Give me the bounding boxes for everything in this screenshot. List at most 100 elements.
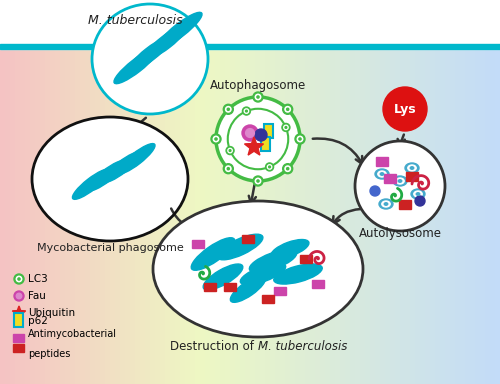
Circle shape <box>370 186 380 196</box>
Circle shape <box>229 150 231 151</box>
Circle shape <box>215 138 217 140</box>
Circle shape <box>256 94 261 100</box>
Text: M. tuberculosis: M. tuberculosis <box>88 13 182 26</box>
Ellipse shape <box>203 264 243 290</box>
Ellipse shape <box>103 152 141 182</box>
Circle shape <box>226 166 231 171</box>
Ellipse shape <box>382 201 390 207</box>
Circle shape <box>415 196 425 206</box>
Bar <box>406 172 418 180</box>
Circle shape <box>14 274 24 284</box>
Circle shape <box>285 106 290 112</box>
Ellipse shape <box>405 163 419 173</box>
Circle shape <box>224 104 234 114</box>
Circle shape <box>383 87 427 131</box>
Ellipse shape <box>92 4 208 114</box>
Circle shape <box>284 125 288 130</box>
Circle shape <box>246 110 248 112</box>
Bar <box>300 255 312 263</box>
Circle shape <box>228 148 232 153</box>
Circle shape <box>282 123 290 131</box>
Circle shape <box>286 108 289 111</box>
Ellipse shape <box>274 264 322 284</box>
FancyBboxPatch shape <box>264 124 272 138</box>
Bar <box>262 295 274 303</box>
Circle shape <box>256 178 261 184</box>
Ellipse shape <box>414 191 422 197</box>
Circle shape <box>211 134 221 144</box>
Circle shape <box>216 97 300 181</box>
Text: Autolysosome: Autolysosome <box>358 227 442 240</box>
Circle shape <box>253 176 263 186</box>
Ellipse shape <box>384 203 388 205</box>
Text: Autophagosome: Autophagosome <box>210 79 306 92</box>
Circle shape <box>285 127 287 128</box>
Ellipse shape <box>217 234 263 260</box>
Circle shape <box>213 136 219 142</box>
Circle shape <box>16 276 22 282</box>
Circle shape <box>282 104 292 114</box>
FancyBboxPatch shape <box>260 137 270 151</box>
Ellipse shape <box>416 193 420 195</box>
Text: p62: p62 <box>28 316 48 326</box>
Circle shape <box>18 278 20 280</box>
Bar <box>399 200 411 209</box>
Circle shape <box>295 134 305 144</box>
Ellipse shape <box>250 250 296 272</box>
Text: M. tuberculosis: M. tuberculosis <box>258 341 348 354</box>
Ellipse shape <box>380 173 384 175</box>
Bar <box>224 283 236 291</box>
Ellipse shape <box>240 263 286 285</box>
Ellipse shape <box>408 165 416 171</box>
Bar <box>0 44 500 49</box>
Circle shape <box>268 165 272 169</box>
Ellipse shape <box>144 24 188 60</box>
Ellipse shape <box>398 180 402 182</box>
Circle shape <box>14 291 24 301</box>
Ellipse shape <box>88 161 126 191</box>
Text: Antimycobacterial: Antimycobacterial <box>28 329 117 339</box>
Circle shape <box>286 167 289 170</box>
Bar <box>242 235 254 243</box>
Ellipse shape <box>153 201 363 337</box>
Circle shape <box>257 180 259 182</box>
Circle shape <box>299 138 301 140</box>
Bar <box>376 157 388 166</box>
Circle shape <box>242 125 258 141</box>
Circle shape <box>268 166 270 168</box>
Circle shape <box>297 136 303 142</box>
Bar <box>384 174 396 182</box>
Ellipse shape <box>410 167 414 169</box>
Bar <box>13 334 24 342</box>
Bar <box>204 283 216 291</box>
Text: Fau: Fau <box>28 291 46 301</box>
Circle shape <box>266 163 274 171</box>
Circle shape <box>285 166 290 171</box>
Circle shape <box>226 147 234 155</box>
Text: Ubiquitin: Ubiquitin <box>28 308 75 318</box>
Circle shape <box>227 167 230 170</box>
Ellipse shape <box>378 171 386 177</box>
Circle shape <box>224 164 234 174</box>
Circle shape <box>282 164 292 174</box>
Ellipse shape <box>393 176 407 186</box>
Text: Lys: Lys <box>394 103 416 116</box>
Bar <box>0 0 500 49</box>
Ellipse shape <box>72 169 110 199</box>
Bar <box>14 313 23 327</box>
Bar <box>274 287 286 295</box>
Polygon shape <box>12 306 26 319</box>
Circle shape <box>257 96 259 98</box>
Ellipse shape <box>128 36 172 72</box>
Circle shape <box>246 129 254 137</box>
Text: Destruction of: Destruction of <box>170 341 258 354</box>
Ellipse shape <box>230 276 266 302</box>
Ellipse shape <box>158 12 202 48</box>
Ellipse shape <box>411 189 425 199</box>
Ellipse shape <box>396 178 404 184</box>
Ellipse shape <box>32 117 188 241</box>
Text: LC3: LC3 <box>28 274 48 284</box>
Ellipse shape <box>118 144 155 174</box>
Bar <box>312 280 324 288</box>
Ellipse shape <box>375 169 389 179</box>
